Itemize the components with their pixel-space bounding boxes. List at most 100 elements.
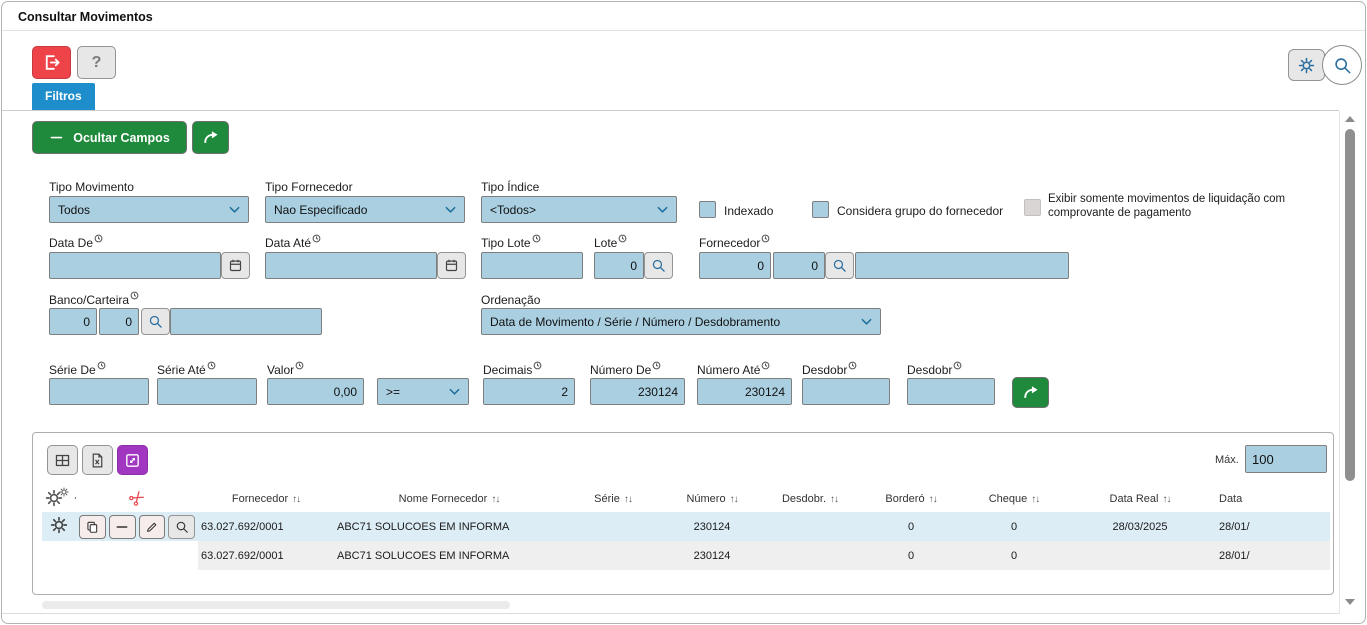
data-ate-input[interactable]: [265, 252, 437, 279]
exibir-comprovante-label: Exibir somente movimentos de liquidação …: [1048, 193, 1286, 220]
table-row[interactable]: 63.027.692/0001 ABC71 SOLUCOES EM INFORM…: [42, 512, 1330, 541]
expand-grid-button[interactable]: [117, 445, 148, 475]
desdobr-de-input[interactable]: [802, 378, 890, 405]
numero-de-input[interactable]: [590, 378, 685, 405]
search-button[interactable]: [1322, 45, 1362, 85]
copy-row-button[interactable]: [79, 514, 106, 539]
results-panel: Máx.: [32, 432, 1334, 595]
exibir-comprovante-checkbox: [1024, 199, 1041, 216]
help-button[interactable]: ?: [77, 46, 116, 79]
col-nome-fornecedor[interactable]: Nome Fornecedor ↑↓: [398, 493, 501, 505]
cell-serie: [564, 512, 662, 541]
edit-row-button[interactable]: [138, 514, 166, 539]
sort-icon[interactable]: ↑↓: [928, 494, 938, 505]
apply-filters-button[interactable]: [1012, 377, 1049, 408]
apply-filters-button-top[interactable]: [192, 121, 229, 154]
ordenacao-label: Ordenação: [481, 293, 541, 307]
sort-icon[interactable]: ↑↓: [1031, 494, 1040, 505]
cell-bordero: 0: [858, 541, 964, 570]
tipo-lote-input[interactable]: [481, 252, 583, 279]
col-bordero[interactable]: Borderó ↑↓: [885, 493, 938, 505]
col-data-real[interactable]: Data Real ↑↓: [1109, 493, 1172, 505]
file-export-icon: [89, 452, 106, 469]
row-gear-icon[interactable]: [50, 516, 68, 534]
col-numero[interactable]: Número ↑↓: [686, 493, 739, 505]
lote-input[interactable]: [594, 252, 644, 279]
cell-numero: 230124: [662, 512, 762, 541]
sort-icon[interactable]: ↑↓: [830, 494, 839, 505]
data-de-calendar-button[interactable]: [221, 252, 250, 279]
tipo-fornecedor-select[interactable]: Nao Especificado: [265, 196, 465, 223]
tab-filtros[interactable]: Filtros: [32, 83, 95, 110]
hide-fields-label: Ocultar Campos: [73, 130, 170, 145]
table-row[interactable]: 63.027.692/0001 ABC71 SOLUCOES EM INFORM…: [42, 541, 1330, 570]
data-de-input[interactable]: [49, 252, 221, 279]
history-clock-icon: [652, 361, 661, 370]
considera-grupo-checkbox[interactable]: [812, 201, 829, 218]
remove-row-button[interactable]: [108, 514, 136, 539]
vscroll-thumb[interactable]: [1345, 129, 1355, 481]
chevron-down-icon: [229, 206, 240, 213]
sort-icon[interactable]: ↑↓: [292, 494, 301, 505]
results-table: Fornecedor ↑↓ Nome Fornecedor ↑↓ Série ↑↓ N…: [42, 486, 1330, 570]
table-header-row: Fornecedor ↑↓ Nome Fornecedor ↑↓ Série ↑↓ N…: [42, 486, 1330, 512]
valor-operator-select[interactable]: >=: [377, 378, 469, 405]
tipo-fornecedor-label: Tipo Fornecedor: [265, 180, 353, 194]
fornecedor-search-button[interactable]: [825, 252, 854, 279]
valor-input[interactable]: [267, 378, 364, 405]
history-clock-icon: [953, 361, 962, 370]
indexado-checkbox[interactable]: [699, 201, 716, 218]
col-cheque[interactable]: Cheque ↑↓: [988, 493, 1041, 505]
grid-view-button[interactable]: [47, 445, 78, 475]
sort-icon[interactable]: ↑↓: [491, 494, 500, 505]
serie-de-input[interactable]: [49, 378, 149, 405]
settings-button[interactable]: [1288, 49, 1325, 81]
fornecedor-branch-input[interactable]: [773, 252, 825, 279]
gears-icon[interactable]: [74, 489, 76, 507]
fornecedor-code-input[interactable]: [699, 252, 771, 279]
export-excel-button[interactable]: [82, 445, 113, 475]
max-input[interactable]: [1245, 445, 1327, 473]
carteira-input[interactable]: [99, 308, 139, 335]
cell-data: 28/01/: [1216, 512, 1330, 541]
hscroll-thumb[interactable]: [42, 601, 510, 609]
col-fornecedor[interactable]: Fornecedor ↑↓: [231, 493, 301, 505]
ordenacao-select[interactable]: Data de Movimento / Série / Número / Des…: [481, 308, 881, 335]
title-divider: [2, 30, 1365, 31]
cut-scissors-icon[interactable]: [126, 486, 149, 509]
lote-label: Lote: [594, 236, 627, 250]
exit-icon: [42, 53, 61, 72]
col-serie[interactable]: Série ↑↓: [594, 493, 633, 505]
serie-ate-input[interactable]: [157, 378, 257, 405]
numero-ate-input[interactable]: [697, 378, 792, 405]
col-data[interactable]: Data: [1219, 493, 1243, 505]
history-clock-icon: [130, 291, 139, 300]
decimais-input[interactable]: [483, 378, 575, 405]
data-ate-calendar-button[interactable]: [437, 252, 466, 279]
history-clock-icon: [533, 361, 542, 370]
banco-input[interactable]: [49, 308, 97, 335]
banco-name-input[interactable]: [170, 308, 322, 335]
hide-fields-button[interactable]: Ocultar Campos: [32, 121, 187, 154]
cell-numero: 230124: [662, 541, 762, 570]
sort-icon[interactable]: ↑↓: [623, 494, 633, 505]
scroll-down-arrow[interactable]: [1345, 599, 1355, 605]
lote-search-button[interactable]: [644, 252, 673, 279]
numero-ate-label: Número Até: [697, 363, 770, 377]
sort-icon[interactable]: ↑↓: [1162, 494, 1171, 505]
scroll-up-arrow[interactable]: [1345, 116, 1355, 122]
sort-icon[interactable]: ↑↓: [729, 494, 739, 505]
col-desdobr[interactable]: Desdobr. ↑↓: [781, 493, 839, 505]
cell-nome: ABC71 SOLUCOES EM INFORMA: [334, 541, 564, 570]
desdobr-ate-input[interactable]: [907, 378, 995, 405]
chevron-down-icon: [657, 206, 668, 213]
search-icon: [1333, 56, 1352, 75]
exit-button[interactable]: [32, 46, 71, 79]
row-settings-cell: [42, 512, 76, 541]
tipo-movimento-select[interactable]: Todos: [49, 196, 249, 223]
fornecedor-name-input[interactable]: [855, 252, 1069, 279]
banco-search-button[interactable]: [141, 308, 170, 335]
tipo-indice-select[interactable]: <Todos>: [481, 196, 677, 223]
view-row-button[interactable]: [168, 514, 195, 539]
chevron-down-icon: [445, 206, 456, 213]
